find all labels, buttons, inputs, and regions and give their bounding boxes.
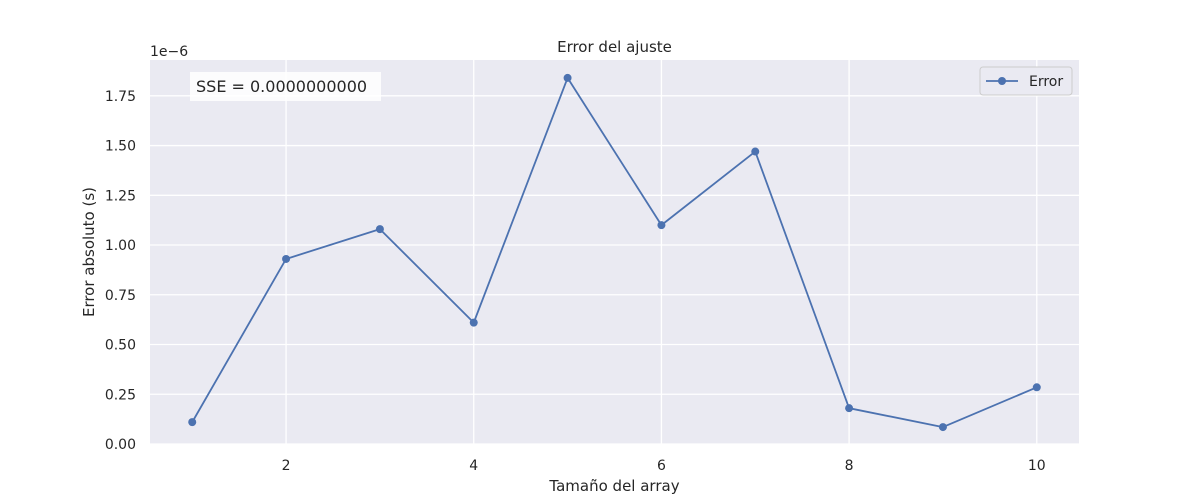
annotation-box	[190, 72, 381, 101]
x-tick-label: 10	[1028, 458, 1046, 474]
y-tick-label: 0.25	[105, 387, 136, 403]
y-tick-label: 1.00	[105, 238, 136, 254]
plot-area	[150, 60, 1079, 444]
sse-annotation: SSE = 0.0000000000	[190, 72, 381, 101]
series-layer	[188, 73, 1041, 432]
data-point	[938, 423, 947, 432]
x-tick-label: 2	[282, 458, 291, 474]
x-tick-label: 6	[657, 458, 666, 474]
y-tick-label: 0.50	[105, 338, 136, 354]
y-axis-ticks: 0.00 0.25 0.50 0.75 1.00 1.25 1.50 1.75	[105, 89, 136, 453]
series-line-error	[191, 77, 1038, 428]
data-point	[1032, 383, 1041, 392]
y-scale-offset-label: 1e−6	[150, 44, 188, 60]
data-point	[657, 221, 666, 230]
x-tick-label: 8	[845, 458, 854, 474]
legend-entry-error: Error	[1029, 74, 1063, 90]
y-axis-label: Error absoluto (s)	[80, 187, 98, 317]
x-axis-label: Tamaño del array	[548, 477, 679, 495]
data-point	[375, 225, 384, 234]
chart-title: Error del ajuste	[557, 38, 672, 56]
data-point	[845, 404, 854, 413]
y-tick-label: 1.25	[105, 188, 136, 204]
data-point	[563, 73, 572, 82]
sse-annotation-text: SSE = 0.0000000000	[196, 77, 367, 96]
grid-lines	[150, 60, 1079, 445]
data-point	[188, 418, 197, 427]
legend[interactable]: Error	[979, 66, 1073, 96]
y-tick-label: 0.75	[105, 288, 136, 304]
legend-box	[979, 66, 1073, 96]
y-tick-label: 1.75	[105, 89, 136, 105]
legend-marker-swatch	[998, 77, 1006, 85]
data-point	[469, 318, 478, 327]
y-tick-label: 0.00	[105, 437, 136, 453]
x-axis-ticks: 2 4 6 8 10	[282, 458, 1046, 474]
data-point	[751, 147, 760, 156]
x-tick-label: 4	[469, 458, 478, 474]
y-tick-label: 1.50	[105, 139, 136, 155]
data-point	[282, 254, 291, 263]
